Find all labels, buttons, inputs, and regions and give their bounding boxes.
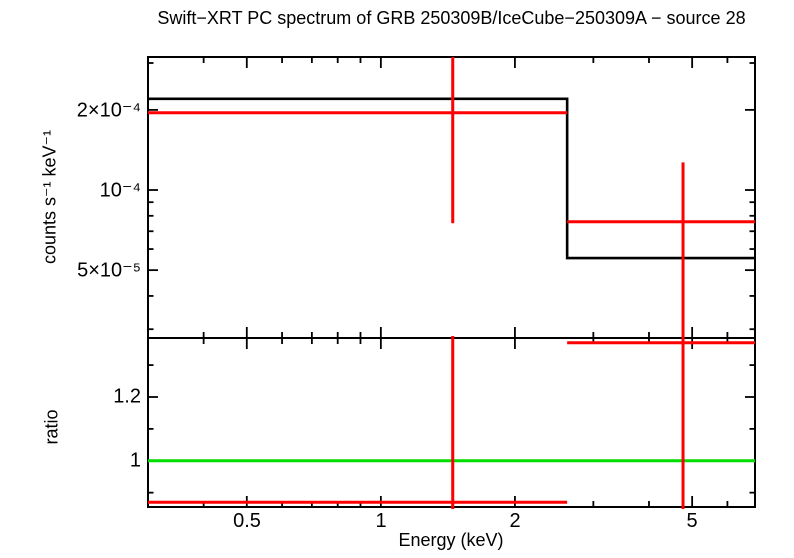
y-tick-label-2e-4: 2×10⁻⁴ (76, 99, 141, 122)
x-tick-label-1: 1 (375, 510, 387, 532)
x-tick-label-5: 5 (686, 510, 698, 532)
y-tick-label-1e-4: 10⁻⁴ (99, 179, 141, 202)
y-tick-label-ratio-1-2: 1.2 (113, 385, 141, 408)
y-tick-label-ratio-1: 1 (129, 449, 141, 472)
x-tick-label-2: 2 (509, 510, 521, 532)
model-step-line (148, 97, 755, 260)
y-tick-label-5e-5: 5×10⁻⁵ (77, 259, 141, 282)
x-axis-title: Energy (keV) (398, 530, 504, 550)
x-tick-label-0-5: 0.5 (233, 510, 261, 532)
plot-title: Swift−XRT PC spectrum of GRB 250309B/Ice… (157, 8, 746, 28)
